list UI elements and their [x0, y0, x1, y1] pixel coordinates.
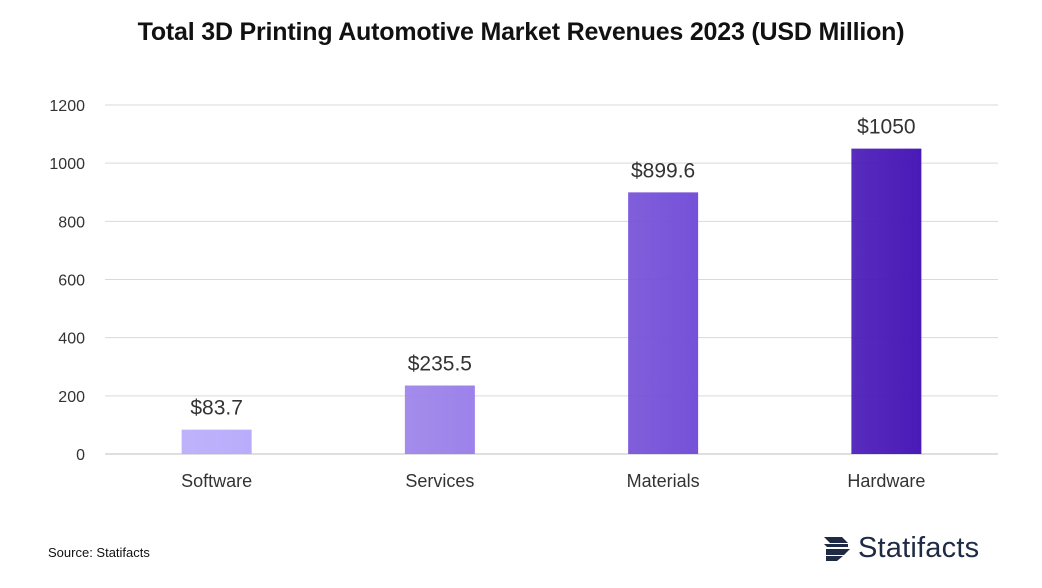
bars: [181, 148, 922, 454]
y-tick-label: 600: [58, 273, 85, 290]
x-axis-tick-labels: Software Services Materials Hardware: [181, 471, 925, 491]
x-tick-label: Hardware: [847, 471, 925, 491]
y-tick-label: 800: [58, 214, 85, 231]
data-label-services: $235.5: [408, 353, 472, 376]
y-tick-label: 1200: [49, 98, 85, 115]
brand-logo: Statifacts: [822, 528, 979, 568]
brand-name: Statifacts: [858, 531, 980, 564]
chart-title: Total 3D Printing Automotive Market Reve…: [137, 18, 905, 46]
bar-materials: [628, 192, 699, 454]
data-label-materials: $899.6: [631, 159, 695, 182]
y-tick-label: 1000: [49, 156, 85, 173]
y-tick-label: 0: [76, 447, 85, 464]
statifacts-logo-icon: [824, 537, 850, 561]
x-tick-label: Materials: [627, 471, 700, 491]
bar-services: [404, 385, 475, 454]
x-tick-label: Software: [181, 471, 252, 491]
y-tick-label: 200: [58, 389, 85, 406]
data-label-hardware: $1050: [857, 116, 915, 139]
gridlines: [105, 104, 998, 455]
bar-hardware: [851, 148, 922, 454]
source-note: Source: Statifacts: [48, 545, 150, 560]
x-tick-label: Services: [405, 471, 474, 491]
y-tick-label: 400: [58, 331, 85, 348]
bar-software: [181, 429, 252, 454]
data-labels: $83.7 $235.5 $899.6 $1050: [190, 116, 915, 420]
y-axis-tick-labels: 0 200 400 600 800 1000 1200: [49, 98, 85, 464]
data-label-software: $83.7: [190, 397, 243, 420]
